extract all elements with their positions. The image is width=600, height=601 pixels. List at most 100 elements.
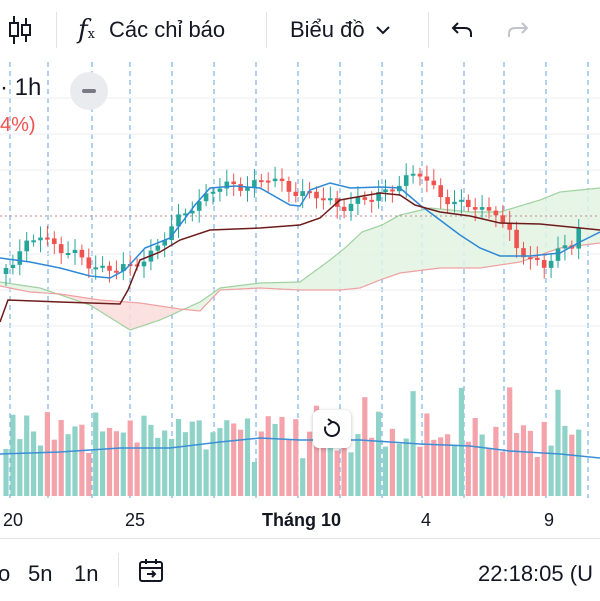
candle-body: [52, 238, 57, 245]
function-icon: fx: [78, 15, 95, 45]
volume-bar: [3, 449, 9, 496]
legend-collapse-button[interactable]: [70, 72, 108, 110]
volume-bar: [569, 434, 575, 496]
volume-bar: [231, 423, 237, 496]
volume-bar: [534, 457, 540, 496]
candle-body: [31, 240, 36, 243]
candle-body: [383, 189, 388, 193]
candle-body: [169, 226, 174, 241]
volume-bar: [24, 415, 30, 496]
candle-body: [555, 248, 561, 261]
bottom-divider: [118, 553, 119, 587]
candle-body: [107, 265, 112, 271]
volume-bar: [113, 431, 119, 496]
volume-bar: [376, 411, 382, 496]
candle-body: [321, 198, 326, 201]
indicators-button[interactable]: fx Các chỉ báo: [78, 0, 225, 60]
volume-bar: [548, 445, 554, 496]
volume-bar: [100, 431, 106, 496]
volume-bar: [341, 422, 347, 496]
volume-bar: [327, 412, 333, 496]
candle-body: [293, 191, 299, 197]
toolbar-divider: [428, 12, 429, 48]
volume-bar: [106, 427, 113, 496]
candle-body: [369, 199, 374, 202]
clock-timezone[interactable]: 22:18:05 (U: [478, 561, 593, 586]
candle-body: [410, 173, 416, 176]
volume-bar: [162, 430, 168, 496]
volume-bar: [175, 418, 182, 496]
volume-bar: [238, 429, 244, 496]
reset-chart-button[interactable]: [313, 410, 351, 448]
chart-area[interactable]: [0, 60, 600, 532]
candle-body: [403, 175, 409, 186]
goto-date-button[interactable]: [138, 557, 166, 590]
volume-bar: [355, 434, 361, 496]
candle-body: [162, 240, 167, 246]
volume-bar: [210, 432, 216, 496]
candle-body: [79, 249, 85, 258]
undo-icon: [451, 22, 472, 37]
candle-body: [259, 180, 264, 183]
candle-body: [72, 249, 78, 253]
volume-bar: [417, 446, 423, 496]
candle-body: [424, 176, 430, 181]
candle-body: [24, 240, 29, 252]
volume-bar: [541, 421, 547, 496]
candle-body: [17, 251, 23, 265]
volume-bar: [493, 426, 499, 496]
candle-style-button[interactable]: [6, 0, 40, 60]
x-axis-label: 4: [421, 510, 432, 530]
candle-body: [100, 265, 105, 268]
price-chart[interactable]: [0, 60, 600, 532]
volume-bar: [217, 428, 223, 496]
volume-bar: [451, 444, 458, 496]
volume-bar: [272, 424, 278, 496]
candle-body: [466, 199, 471, 208]
toolbar-divider: [56, 12, 57, 48]
volume-bar: [576, 429, 582, 496]
candle-body: [362, 197, 368, 200]
x-axis-label: 20: [3, 510, 24, 530]
volume-bar: [307, 431, 313, 496]
candle-body: [535, 257, 540, 260]
tenkan-line: [0, 182, 600, 279]
volume-bar: [293, 419, 299, 496]
volume-bar: [431, 439, 437, 496]
volume-bar: [458, 387, 464, 496]
refresh-icon: [324, 418, 341, 437]
volume-bar: [31, 431, 37, 496]
candle-body: [479, 207, 485, 210]
undo-button[interactable]: [450, 0, 474, 60]
toolbar-divider: [266, 12, 267, 48]
range-button-1m[interactable]: 1n: [74, 561, 99, 586]
candle-body: [231, 181, 236, 185]
indicators-label: Các chỉ báo: [108, 17, 226, 42]
volume-bar: [562, 425, 568, 496]
volume-bar: [196, 420, 202, 496]
volume-bar: [300, 458, 306, 496]
minus-icon: [82, 89, 96, 93]
candle-body: [459, 199, 464, 202]
volume-bar: [286, 439, 292, 496]
volume-bar: [203, 449, 209, 496]
candle-body: [10, 264, 16, 268]
candle-body: [390, 189, 395, 192]
range-button-5d[interactable]: 5n: [28, 561, 53, 586]
candle-body: [114, 270, 119, 273]
volume-bar: [148, 424, 154, 496]
range-button[interactable]: o: [0, 561, 11, 586]
volume-bar: [313, 405, 320, 496]
candle-body: [341, 206, 347, 211]
volume-bar: [127, 420, 133, 496]
volume-bar: [403, 438, 409, 496]
candle-body: [265, 180, 271, 183]
candle-body: [514, 229, 519, 249]
candle-body: [507, 222, 512, 230]
chart-type-dropdown[interactable]: Biểu đồ: [290, 0, 391, 60]
redo-button[interactable]: [506, 0, 530, 60]
span-a-line: [0, 187, 600, 331]
candle-body: [562, 245, 568, 249]
candle-body: [355, 197, 361, 204]
span-b-line: [0, 242, 600, 312]
